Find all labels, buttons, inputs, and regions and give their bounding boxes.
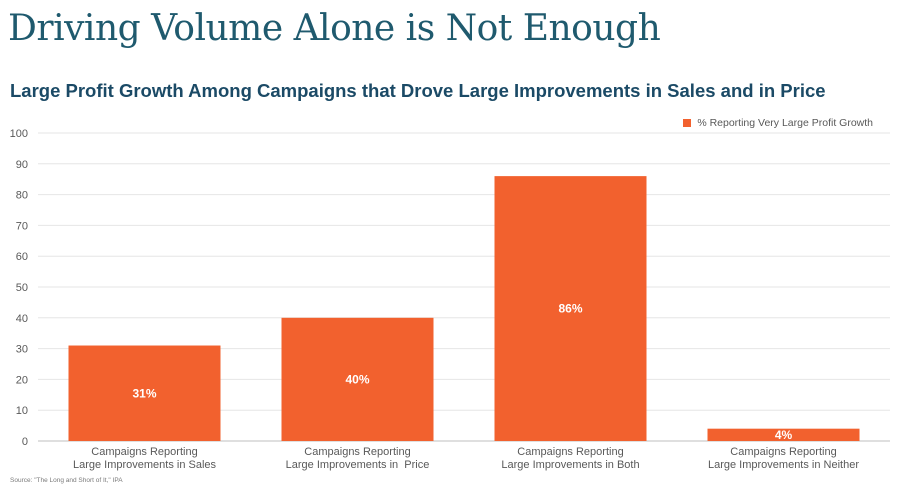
legend-swatch bbox=[683, 119, 692, 127]
data-label: 31% bbox=[132, 386, 156, 400]
source-note: Source: "The Long and Short of It," IPA bbox=[10, 477, 123, 484]
legend: % Reporting Very Large Profit Growth bbox=[683, 117, 873, 129]
data-label: 4% bbox=[775, 428, 793, 442]
chart-title: Driving Volume Alone is Not Enough bbox=[8, 8, 661, 49]
x-category-label: Large Improvements in Price bbox=[286, 459, 430, 471]
y-tick-label: 90 bbox=[16, 159, 28, 171]
x-category-label: Campaigns Reporting bbox=[91, 446, 197, 458]
y-tick-label: 40 bbox=[16, 313, 28, 325]
x-category-label: Large Improvements in Neither bbox=[708, 459, 859, 471]
y-tick-label: 0 bbox=[22, 436, 28, 448]
y-tick-label: 20 bbox=[16, 374, 28, 386]
x-category-label: Campaigns Reporting bbox=[304, 446, 410, 458]
bar bbox=[494, 176, 647, 441]
y-tick-label: 80 bbox=[16, 190, 28, 202]
bar bbox=[707, 428, 860, 441]
bar bbox=[281, 317, 434, 441]
data-label: 86% bbox=[558, 302, 582, 316]
y-tick-label: 30 bbox=[16, 344, 28, 356]
x-category-label: Large Improvements in Both bbox=[501, 459, 639, 471]
y-tick-label: 10 bbox=[16, 405, 28, 417]
y-tick-label: 50 bbox=[16, 282, 28, 294]
x-category-label: Campaigns Reporting bbox=[730, 446, 836, 458]
data-label: 40% bbox=[345, 372, 369, 386]
y-tick-label: 100 bbox=[10, 128, 28, 140]
legend-label: % Reporting Very Large Profit Growth bbox=[697, 117, 873, 129]
y-tick-label: 70 bbox=[16, 220, 28, 232]
x-category-label: Campaigns Reporting bbox=[517, 446, 623, 458]
x-category-label: Large Improvements in Sales bbox=[73, 459, 217, 471]
y-tick-label: 60 bbox=[16, 251, 28, 263]
chart-subtitle: Large Profit Growth Among Campaigns that… bbox=[10, 80, 826, 101]
bar bbox=[68, 345, 221, 441]
